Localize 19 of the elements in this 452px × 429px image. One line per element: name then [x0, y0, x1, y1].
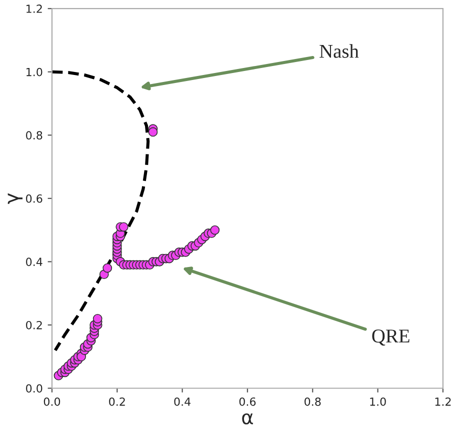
x-tick-label: 0.6	[239, 397, 256, 406]
line-series	[52, 70, 150, 352]
x-axis-title: α	[242, 413, 253, 424]
x-tick-label: 1.0	[370, 397, 386, 406]
x-tick-label: 1.2	[435, 397, 451, 406]
x-tick-label: 0.0	[44, 397, 60, 406]
y-tick-label: 0.6	[26, 194, 42, 203]
annotation: Nash	[320, 44, 359, 58]
y-tick-label: 0.4	[26, 258, 42, 266]
y-tick-label: 0.8	[26, 131, 42, 140]
y-tick-label: 1.2	[26, 4, 42, 13]
y-tick-label: 0.2	[26, 320, 42, 330]
x-tick-label: 0.4	[174, 397, 191, 406]
y-tick-label: 0.0	[26, 384, 42, 393]
y-tick-label: 1.0	[26, 68, 42, 76]
annotation: QRE	[372, 330, 410, 346]
x-tick-label: 0.2	[109, 397, 125, 406]
y-axis-title: γ	[8, 193, 23, 204]
x-tick-label: 0.8	[304, 397, 321, 406]
